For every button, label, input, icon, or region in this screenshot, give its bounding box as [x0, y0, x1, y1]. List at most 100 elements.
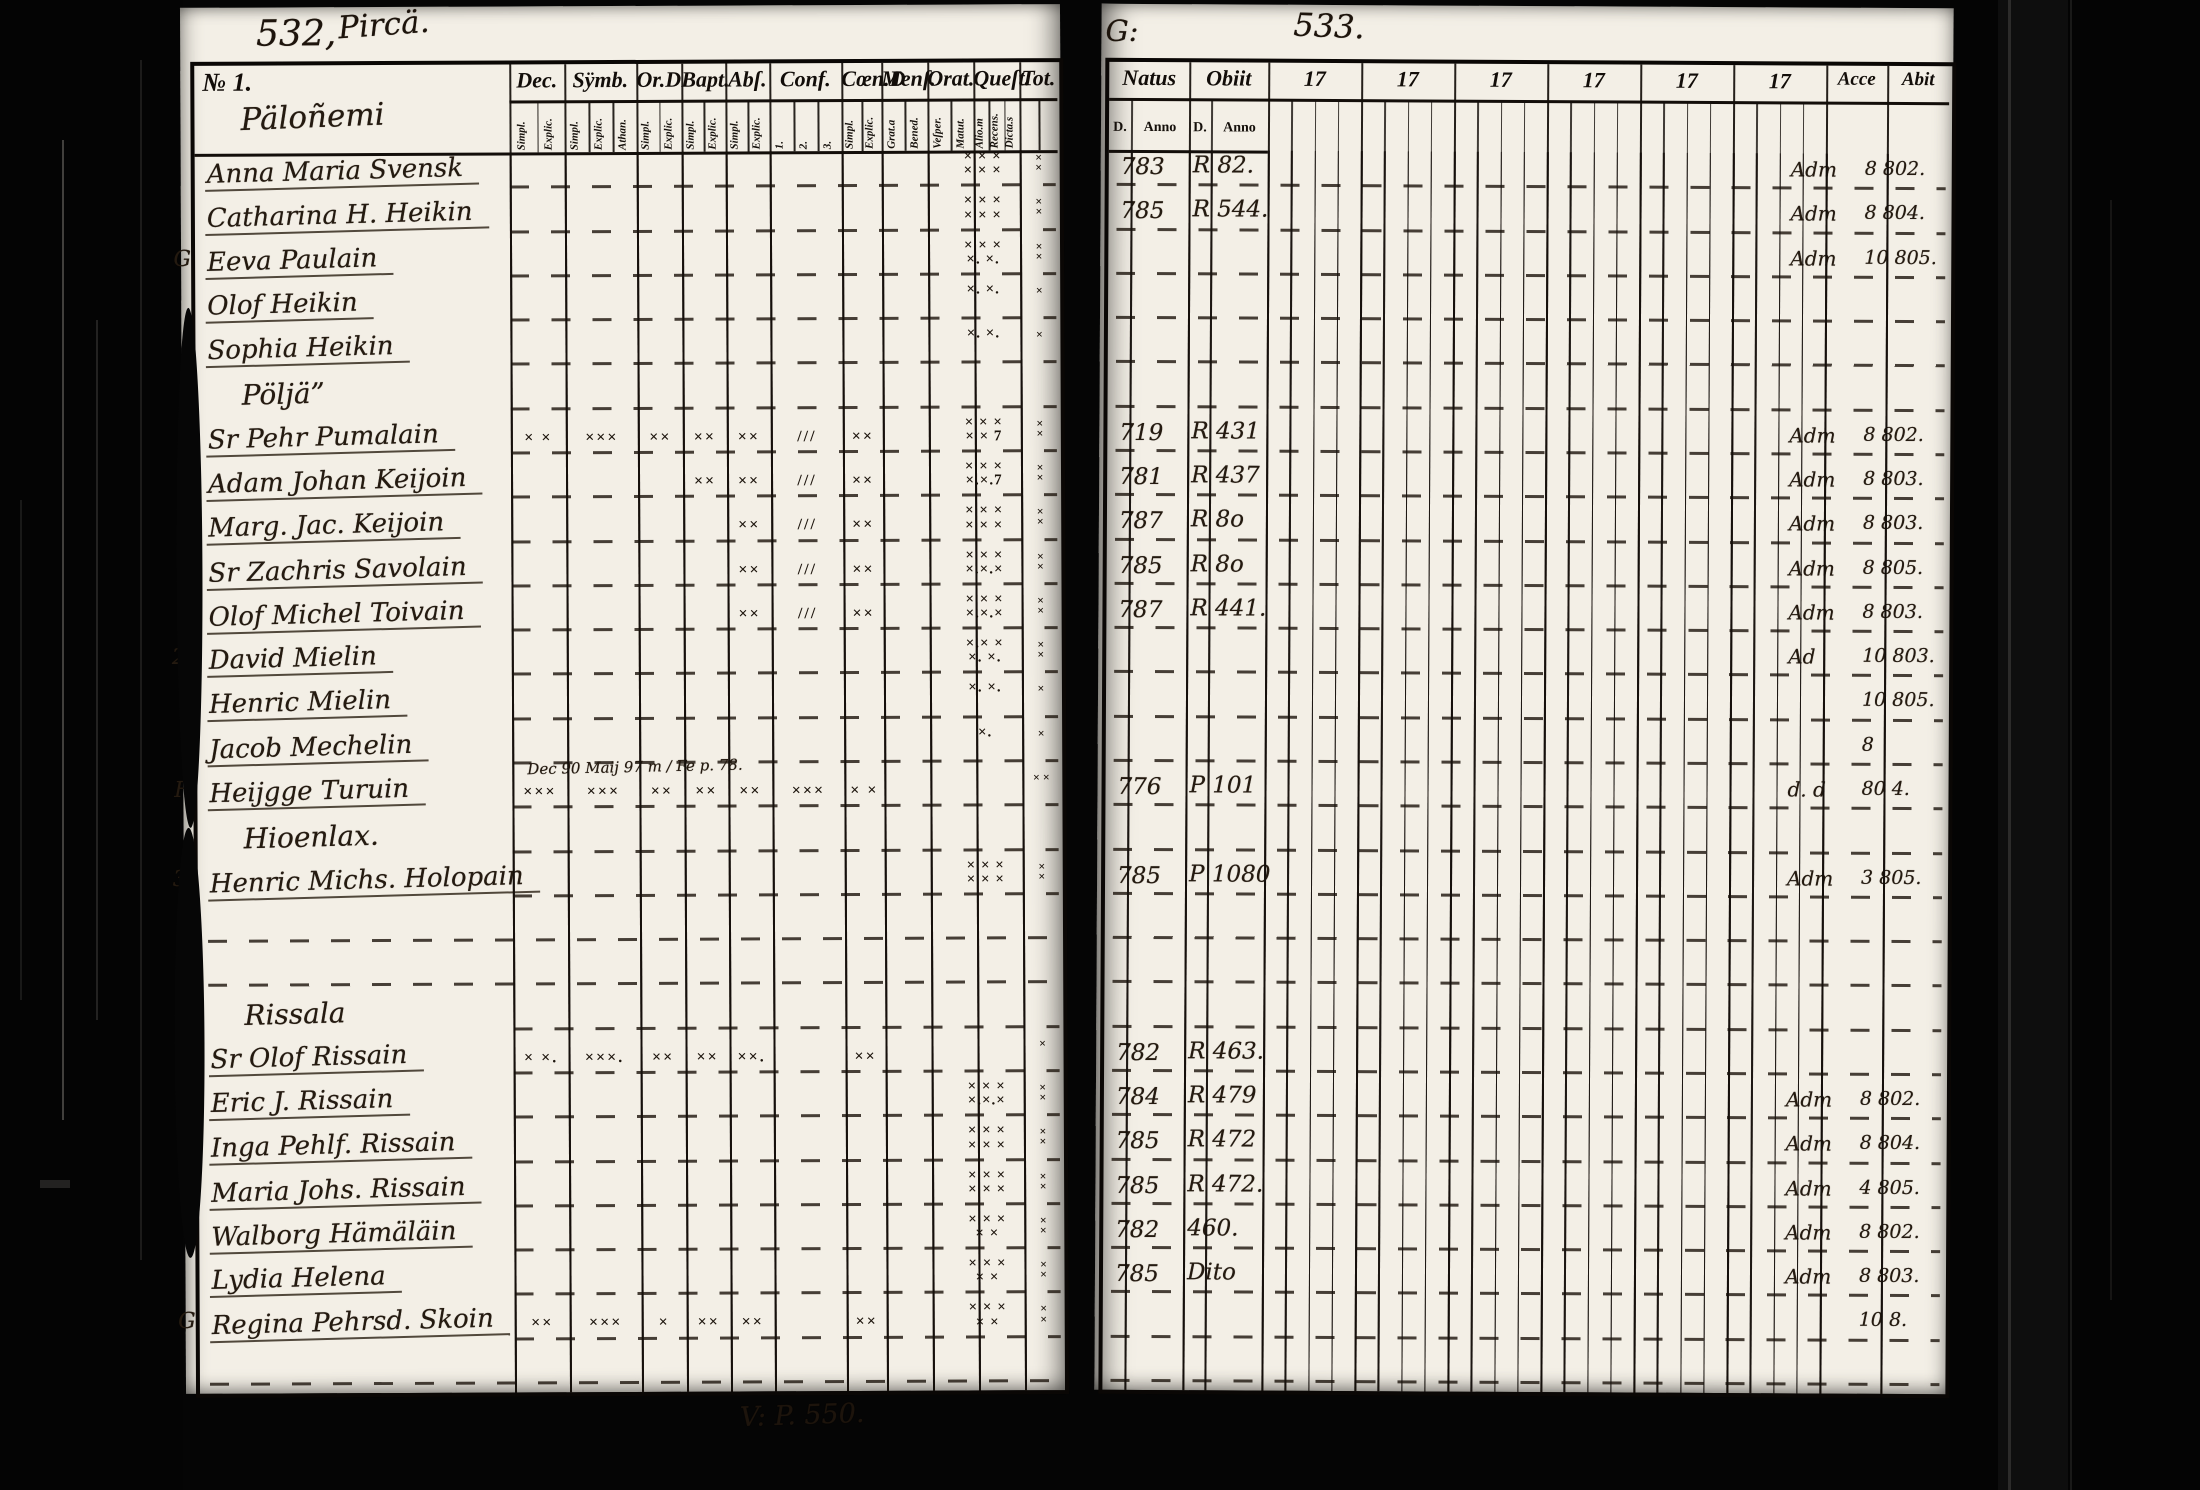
column-header-abit: Abit: [1901, 68, 1935, 91]
table-row: Regina Pehrsd. Skoin G ×× ××× × ×× ×× ×× × × × ×…: [178, 1300, 1065, 1350]
subcolumn-line: [703, 101, 706, 152]
table-row: Walborg Hämäläin × × × × × × ×: [199, 1211, 1064, 1261]
row-dash-line: [1111, 1201, 1941, 1210]
mark-bapt: ××: [697, 1314, 720, 1332]
abit-value: 8 802.: [1863, 423, 1924, 446]
mark-coen: ××: [852, 604, 875, 622]
subcolumn-header: Simpl.: [639, 120, 652, 150]
acce-value: Ad: [1788, 644, 1816, 669]
obiit-value: 460.: [1187, 1215, 1239, 1242]
row-name: Sr Zachris Savolain: [206, 551, 484, 591]
column-header-acce: Acce: [1837, 68, 1876, 90]
acce-value: Adm: [1785, 1087, 1833, 1112]
mark-bapt: ××: [696, 1048, 719, 1066]
column-header-symb: Sÿmb.: [572, 66, 629, 93]
quest-marks: ×.× × ×. ×.: [965, 635, 1004, 666]
subcolumn-header: Explic.: [592, 117, 605, 151]
left-page-number: 532,: [256, 13, 337, 55]
acce-value: Adm: [1790, 201, 1837, 226]
quest-marks: × × × × ×: [968, 1255, 1007, 1286]
row-dash-line: [1110, 1334, 1940, 1342]
column-header-abs: Abſ.: [727, 66, 767, 92]
quest-marks: × × × ×. ×.: [963, 236, 1003, 268]
abit-value: 10 803.: [1862, 644, 1935, 668]
edge-marks: × ×: [1035, 194, 1043, 219]
row-name: Inga Pehlf. Rissain: [208, 1126, 472, 1167]
column-header-natus: Natus: [1122, 64, 1177, 91]
column-header-quest: Queſt.: [973, 65, 1031, 91]
table-row: Henric Michs. Holopain3.× × × × × ×× ×: [173, 857, 1063, 907]
edge-marks: × ×: [1038, 858, 1046, 883]
acce-value: d. d: [1787, 777, 1826, 802]
acce-value: Adm: [1784, 1264, 1832, 1289]
subcolumn-line: [588, 102, 591, 153]
mark-coen: ××: [851, 427, 875, 445]
row-name: Sr Pehr Pumalain: [205, 418, 456, 458]
edge-marks: × ×: [1036, 548, 1044, 573]
natus-value: 787: [1118, 508, 1163, 535]
natus-value: 787: [1118, 596, 1163, 623]
row-name: Adam Johan Keijoin: [205, 462, 483, 502]
table-row: Marg. Jac. Keijoin ×× /// ×× × × × × × × × ×: [196, 502, 1061, 552]
quest-marks: ×. ×.: [968, 679, 1002, 696]
abit-value: 8 803.: [1858, 1264, 1920, 1288]
edge-marks: × ×: [1035, 238, 1043, 263]
table-row: Sr Zachris Savolain ×× /// ×× × × × ×.×.× × ×: [196, 547, 1061, 597]
table-row: Adam Johan Keijoin ×× ×× /// ×× × × × ×.×.7 × …: [196, 458, 1061, 508]
obiit-value: R 472: [1187, 1126, 1257, 1153]
natus-sub-anno: Anno: [1143, 120, 1177, 136]
subcolumn-header: Explic.: [750, 117, 763, 150]
footer-reference-note: V: P. 550.: [739, 1397, 865, 1434]
subcolumn-header: Matut.: [953, 118, 967, 149]
row-dash-line: [1116, 227, 1946, 235]
subcolumn-header: Simpl.: [843, 119, 856, 150]
row-dash-line: [1111, 1157, 1941, 1165]
acce-value: Adm: [1788, 600, 1835, 625]
column-header-17: 17: [1768, 68, 1791, 94]
acce-value: Adm: [1788, 511, 1836, 536]
right-register-table: Natus Obiit D. Anno D. Anno 17 17 17 17 17 17 Acce Ab…: [1098, 57, 1957, 1399]
mark-abs: ××: [738, 560, 761, 579]
subcolumn-header: Dicta.s: [1003, 116, 1016, 149]
abit-value: 8 804.: [1864, 202, 1926, 225]
edge-marks: × ×: [1039, 1080, 1047, 1105]
quest-marks: × × × × × ×: [965, 502, 1004, 534]
mark-bapt: ××: [695, 782, 718, 800]
mark-coen: ××: [852, 560, 875, 578]
subcolumn-header: Explic.: [662, 117, 675, 150]
edge-marks: × ×: [1039, 1124, 1047, 1149]
row-name: Maria Johs. Rissain: [208, 1171, 482, 1211]
mark-conf: ///: [797, 516, 817, 534]
abit-value: 4 805.: [1859, 1176, 1920, 1199]
row-dash-line: [1115, 404, 1945, 412]
acce-value: Adm: [1788, 555, 1835, 581]
mark-dec: × ×: [524, 429, 553, 447]
table-row: [200, 1346, 1065, 1394]
subcolumn-header: Simpl.: [684, 120, 697, 150]
column-header-dec: Dec.: [516, 67, 558, 93]
row-name: Pöljä”: [241, 376, 326, 413]
mark-ord: ×: [658, 1314, 670, 1332]
quest-marks: × × × × × ×: [967, 1166, 1007, 1198]
row-margin-mark: G: [173, 246, 192, 272]
abit-value: 8 802.: [1864, 157, 1926, 181]
obiit-value: R 463.: [1188, 1037, 1265, 1065]
row-name: Regina Pehrsd. Skoin: [209, 1303, 511, 1344]
mark-ord: ××: [649, 428, 672, 446]
subcolumn-line: [793, 101, 796, 152]
acce-value: Adm: [1787, 865, 1834, 891]
edge-marks: ×: [1037, 725, 1045, 740]
obiit-value: R 8o: [1190, 550, 1244, 578]
row-dash-line: [1112, 891, 1942, 900]
quest-marks: × × × × × ×: [967, 1122, 1007, 1154]
obiit-value: Dito: [1186, 1259, 1236, 1286]
mark-abs: ××: [738, 605, 761, 623]
row-dash-line: [1114, 537, 1944, 545]
edge-marks: × ×: [1035, 150, 1043, 175]
row-dash-line: [1115, 493, 1945, 501]
row-dash-line: [1115, 360, 1945, 368]
table-row: Sophia Heikin ×. ×. ×: [195, 325, 1060, 375]
obiit-sub-anno: Anno: [1223, 120, 1256, 136]
edge-marks: × ×: [1040, 1301, 1048, 1326]
quest-marks: × × × × × ×: [963, 192, 1003, 224]
